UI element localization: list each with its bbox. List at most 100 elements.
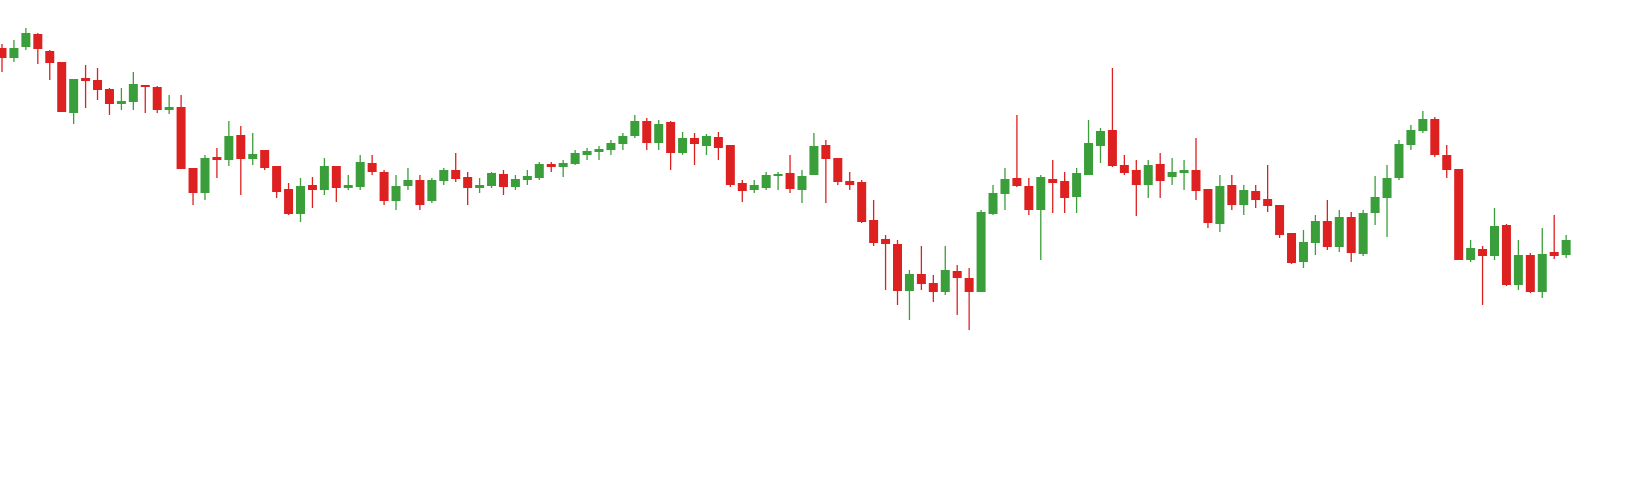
candle-body xyxy=(475,185,485,188)
candle-body xyxy=(821,145,831,159)
candle-body xyxy=(1107,130,1117,166)
candle-body xyxy=(331,166,341,188)
candle-body xyxy=(272,166,282,192)
candle-body xyxy=(367,163,377,172)
candle-body xyxy=(678,138,688,153)
candle-body xyxy=(1119,165,1129,173)
candle-body xyxy=(1000,179,1010,194)
candle-body xyxy=(1167,172,1177,177)
candle-body xyxy=(1251,191,1261,200)
candle-body xyxy=(773,174,783,176)
candle-body xyxy=(1466,248,1476,260)
candle-body xyxy=(33,34,43,49)
candle-body xyxy=(128,84,138,102)
candle-body xyxy=(1036,177,1046,210)
candle-body xyxy=(725,145,735,185)
candle-body xyxy=(284,189,294,214)
candle-body xyxy=(833,158,843,182)
candle-body xyxy=(1346,217,1356,253)
candle-body xyxy=(0,48,7,58)
candle-body xyxy=(797,176,807,190)
candle-body xyxy=(1406,130,1416,145)
candle-body xyxy=(809,146,819,175)
candle-body xyxy=(296,186,305,214)
candle-body xyxy=(1298,242,1308,262)
candle-body xyxy=(510,179,520,187)
candle-body xyxy=(1322,221,1332,247)
candle-body xyxy=(200,158,210,193)
candle-body xyxy=(630,121,640,136)
candle-body xyxy=(522,176,532,180)
candle-body xyxy=(1490,226,1499,256)
candle-body xyxy=(116,101,126,104)
candle-body xyxy=(558,163,568,167)
candle-body xyxy=(81,78,91,81)
candle-body xyxy=(236,135,246,159)
candle-body xyxy=(940,270,950,292)
candle-body xyxy=(487,173,497,186)
candle-body xyxy=(1382,178,1392,198)
candle-body xyxy=(928,283,938,292)
candle-body xyxy=(1024,186,1034,210)
candle-body xyxy=(379,172,389,201)
candle-body xyxy=(534,164,544,178)
candle-body xyxy=(498,174,508,187)
candle-body xyxy=(893,244,902,291)
candle-body xyxy=(916,274,926,284)
candle-body xyxy=(737,183,747,191)
candle-body xyxy=(355,162,365,187)
candle-body xyxy=(1513,255,1523,285)
candle-body xyxy=(1358,213,1368,254)
candle-body xyxy=(1430,119,1440,155)
candle-body xyxy=(307,185,317,190)
candle-body xyxy=(1454,169,1464,260)
candle-body xyxy=(224,136,234,160)
candle-body xyxy=(594,149,604,152)
candle-body xyxy=(93,80,103,90)
candle-body xyxy=(451,170,461,179)
candle-body xyxy=(988,193,998,214)
candle-body xyxy=(152,87,162,110)
candle-body xyxy=(857,182,867,222)
candle-body xyxy=(1310,221,1320,243)
candle-body xyxy=(1072,173,1082,197)
candle-body xyxy=(881,239,891,244)
candle-body xyxy=(1155,164,1165,181)
candle-body xyxy=(1203,189,1213,223)
candle-body xyxy=(964,278,974,292)
candle-body xyxy=(1275,205,1285,235)
candle-body xyxy=(1012,178,1022,186)
candle-body xyxy=(140,85,150,87)
candle-body xyxy=(463,177,473,188)
candle-body xyxy=(1191,170,1201,191)
candle-body xyxy=(104,89,114,104)
candle-body xyxy=(1394,144,1404,178)
candle-body xyxy=(666,122,676,153)
candle-body xyxy=(701,136,711,146)
candle-body xyxy=(164,107,174,110)
candle-body xyxy=(1549,252,1559,256)
candle-body xyxy=(260,150,270,168)
candle-body xyxy=(1048,179,1058,183)
candle-body xyxy=(319,166,329,190)
candle-body xyxy=(749,185,759,190)
candle-body xyxy=(713,137,723,148)
candle-body xyxy=(761,175,771,188)
candle-body xyxy=(415,180,425,205)
candle-body xyxy=(546,164,556,167)
candle-body xyxy=(654,124,664,143)
candle-body xyxy=(248,154,258,159)
candle-body xyxy=(606,143,616,150)
candle-body xyxy=(1370,197,1380,213)
candle-body xyxy=(69,79,79,113)
candle-body xyxy=(1334,217,1344,247)
candle-body xyxy=(618,136,628,144)
candle-body xyxy=(1143,165,1153,185)
candle-body xyxy=(1084,143,1094,175)
candle-body xyxy=(1095,131,1105,146)
candle-body xyxy=(1179,170,1189,173)
candle-body xyxy=(1442,155,1452,170)
candle-body xyxy=(869,220,879,243)
candle-body xyxy=(391,186,401,201)
